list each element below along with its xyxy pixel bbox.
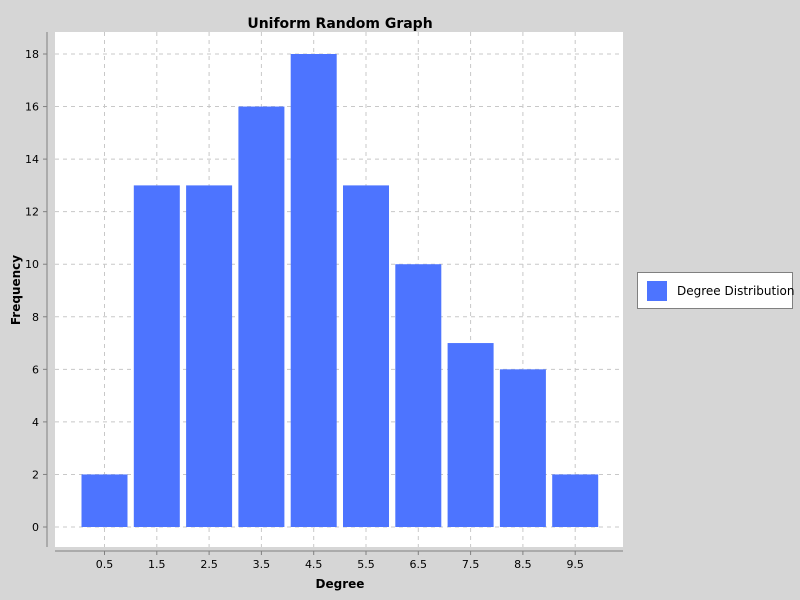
y-tick-label: 6	[32, 363, 39, 376]
bar	[343, 185, 389, 527]
x-tick-label: 6.5	[410, 558, 428, 571]
y-tick-label: 14	[25, 153, 39, 166]
y-tick-label: 10	[25, 258, 39, 271]
y-tick-label: 16	[25, 101, 39, 114]
y-tick-label: 4	[32, 416, 39, 429]
x-tick-label: 2.5	[200, 558, 218, 571]
x-tick-label: 7.5	[462, 558, 480, 571]
bar	[447, 343, 494, 527]
legend-swatch	[647, 281, 667, 301]
x-axis-label: Degree	[316, 577, 365, 591]
bar	[290, 54, 337, 527]
bar	[81, 474, 128, 527]
bar	[499, 369, 546, 527]
x-axis-ticks: 0.5 1.5 2.5 3.5 4.5 5.5 6.5 7.5 8.5 9.5	[96, 551, 584, 571]
chart-title: Uniform Random Graph	[247, 16, 432, 32]
bar	[238, 106, 285, 528]
bar	[133, 185, 180, 527]
x-tick-label: 9.5	[566, 558, 584, 571]
x-tick-label: 3.5	[253, 558, 271, 571]
bar	[552, 474, 599, 527]
x-tick-label: 1.5	[148, 558, 166, 571]
y-tick-label: 12	[25, 206, 39, 219]
legend: Degree Distribution	[637, 272, 795, 309]
y-axis-label: Frequency	[9, 255, 23, 325]
bars	[81, 54, 599, 528]
y-tick-label: 8	[32, 311, 39, 324]
y-tick-label: 2	[32, 468, 39, 481]
x-tick-label: 8.5	[514, 558, 532, 571]
y-axis-ticks: 0 2 4 6 8 10 12 14 16 18	[25, 48, 47, 534]
x-tick-label: 4.5	[305, 558, 323, 571]
bar	[395, 264, 442, 527]
x-tick-label: 0.5	[96, 558, 114, 571]
legend-label: Degree Distribution	[677, 284, 795, 298]
y-tick-label: 18	[25, 48, 39, 61]
bar	[186, 185, 233, 527]
x-tick-label: 5.5	[357, 558, 375, 571]
y-tick-label: 0	[32, 521, 39, 534]
